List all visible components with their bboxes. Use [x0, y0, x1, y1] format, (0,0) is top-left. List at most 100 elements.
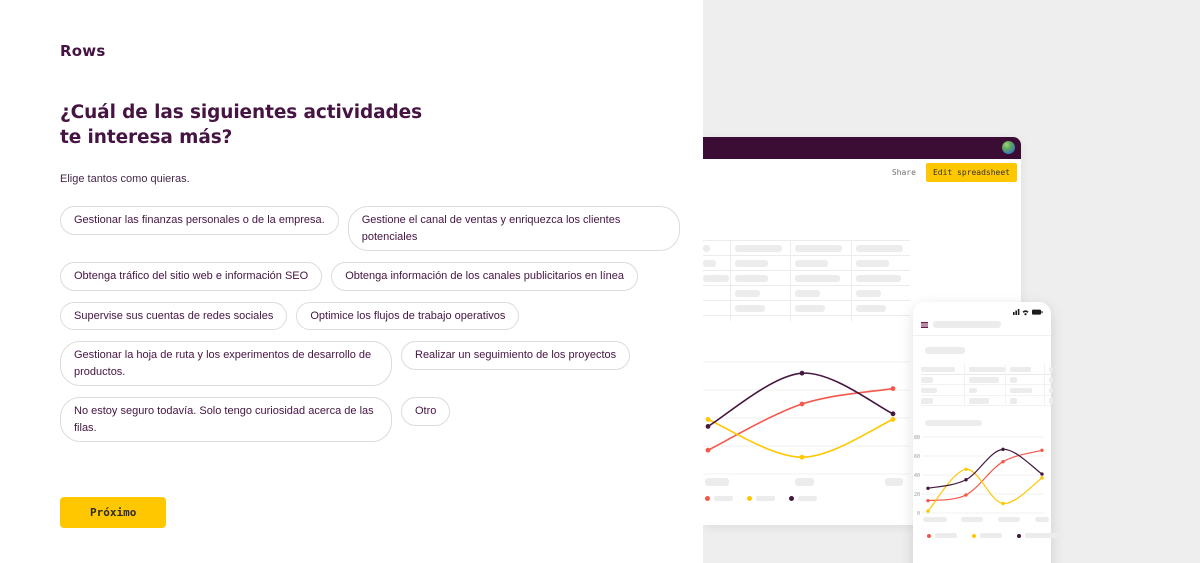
skeleton-cell: [703, 245, 710, 252]
skeleton-cell: [795, 275, 840, 282]
column-divider: [851, 241, 852, 321]
skeleton-cell: [1049, 387, 1053, 393]
legend-label-skeleton: [714, 496, 733, 501]
legend-dot-series-red: [705, 496, 710, 501]
skeleton-cell: [795, 305, 825, 312]
skeleton-row: [921, 375, 1053, 385]
x-axis-skeleton: [913, 517, 1051, 525]
option-pill-seo[interactable]: Obtenga tráfico del sitio web e informac…: [60, 262, 323, 291]
data-point: [705, 424, 711, 429]
skeleton-cell: [856, 290, 881, 297]
preview-line-chart: 0 20 40 60 80: [914, 435, 1044, 517]
svg-text:0: 0: [917, 511, 920, 517]
data-point: [890, 386, 896, 391]
svg-text:20: 20: [914, 492, 920, 498]
legend-label-skeleton: [1025, 533, 1059, 538]
option-pill-hoja-de-ruta[interactable]: Gestionar la hoja de ruta y los experime…: [60, 341, 392, 386]
options-list: Gestionar las finanzas personales o de l…: [60, 206, 700, 442]
skeleton-cell: [795, 245, 842, 252]
option-pill-ventas[interactable]: Gestione el canal de ventas y enriquezca…: [347, 206, 680, 251]
column-divider: [964, 364, 965, 406]
skeleton-cell: [1049, 398, 1053, 404]
x-tick-skeleton: [705, 478, 729, 486]
preview-toolbar: Share Edit spreadsheet: [892, 163, 1017, 182]
skeleton-table: [921, 364, 1053, 406]
data-point: [926, 498, 930, 503]
share-button[interactable]: Share: [891, 168, 916, 177]
legend-label-skeleton: [980, 533, 1002, 538]
series-yellow: [927, 468, 1043, 512]
user-avatar[interactable]: [1002, 141, 1015, 154]
options-row: Supervise sus cuentas de redes sociales …: [60, 301, 700, 330]
legend-item: [972, 533, 1002, 538]
skeleton-cell: [735, 260, 768, 267]
x-tick-skeleton: [885, 478, 903, 486]
skeleton-row: [703, 241, 910, 256]
options-row: No estoy seguro todavía. Solo tengo curi…: [60, 397, 700, 442]
data-point: [926, 509, 930, 513]
skeleton-row: [703, 256, 910, 271]
skeleton-cell: [969, 398, 989, 404]
phone-header: [921, 321, 1001, 328]
option-pill-no-seguro[interactable]: No estoy seguro todavía. Solo tengo curi…: [60, 397, 392, 442]
page-title-line2: te interesa más?: [60, 127, 233, 148]
edit-spreadsheet-button[interactable]: Edit spreadsheet: [925, 163, 1017, 182]
data-point: [1001, 501, 1005, 506]
options-row: Gestionar la hoja de ruta y los experime…: [60, 341, 700, 386]
svg-text:60: 60: [914, 454, 920, 460]
divider: [913, 335, 1051, 336]
skeleton-cell: [1010, 387, 1032, 393]
x-tick-skeleton: [1035, 517, 1049, 522]
option-pill-publicidad[interactable]: Obtenga información de los canales publi…: [331, 262, 639, 291]
section-title-skeleton: [925, 420, 982, 426]
data-point: [964, 493, 968, 497]
page-subtitle: Elige tantos como quieras.: [60, 173, 190, 185]
skeleton-row: [921, 385, 1053, 396]
option-pill-flujos-trabajo[interactable]: Optimice los flujos de trabajo operativo…: [296, 301, 520, 330]
section-title-skeleton: [925, 347, 965, 354]
onboarding-panel: Rows ¿Cuál de las siguientes actividades…: [60, 42, 700, 528]
skeleton-cell: [969, 387, 977, 393]
option-pill-proyectos[interactable]: Realizar un seguimiento de los proyectos: [401, 341, 631, 370]
option-pill-otro[interactable]: Otro: [401, 397, 451, 426]
product-preview-panel: Share Edit spreadsheet: [703, 0, 1200, 563]
series-purple: [927, 448, 1043, 489]
menu-icon[interactable]: [921, 321, 928, 328]
option-pill-redes-sociales[interactable]: Supervise sus cuentas de redes sociales: [60, 301, 288, 330]
data-point: [890, 411, 896, 417]
data-point: [890, 417, 896, 422]
skeleton-row: [703, 301, 910, 316]
next-button[interactable]: Próximo: [60, 497, 167, 528]
skeleton-cell: [735, 305, 765, 312]
skeleton-cell: [735, 290, 760, 297]
signal-icon: [1013, 309, 1020, 315]
preview-line-chart: [703, 361, 910, 475]
legend-label-skeleton: [756, 496, 775, 501]
legend-item: [705, 496, 733, 501]
skeleton-cell: [856, 260, 889, 267]
data-point: [1001, 460, 1005, 464]
legend-item: [927, 533, 957, 538]
series-yellow: [707, 418, 894, 459]
skeleton-cell: [1049, 366, 1053, 372]
skeleton-cell: [703, 275, 729, 282]
legend-item: [1017, 533, 1059, 538]
legend-label-skeleton: [798, 496, 817, 501]
battery-icon: [1032, 309, 1043, 315]
status-bar-icons: [1013, 309, 1043, 316]
column-divider: [1005, 364, 1006, 406]
svg-text:80: 80: [914, 435, 920, 441]
option-pill-finanzas[interactable]: Gestionar las finanzas personales o de l…: [60, 206, 339, 235]
skeleton-cell: [856, 245, 903, 252]
skeleton-cell: [735, 245, 782, 252]
legend-label-skeleton: [935, 533, 957, 538]
skeleton-cell: [795, 290, 820, 297]
skeleton-cell: [703, 260, 716, 267]
chart-legend: [705, 496, 817, 501]
title-skeleton: [933, 321, 1001, 328]
skeleton-cell: [1010, 398, 1017, 404]
x-tick-skeleton: [998, 517, 1020, 522]
data-point: [799, 401, 805, 407]
legend-dot-series-yellow: [972, 533, 976, 538]
skeleton-cell: [1010, 366, 1031, 372]
